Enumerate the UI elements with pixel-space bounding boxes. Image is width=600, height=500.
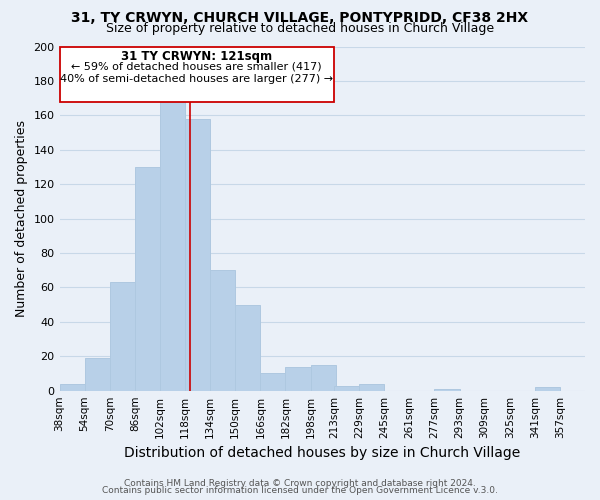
Bar bbox=[260, 374, 286, 390]
Bar bbox=[160, 102, 185, 391]
Bar bbox=[434, 389, 460, 390]
Bar bbox=[235, 304, 260, 390]
Text: Contains HM Land Registry data © Crown copyright and database right 2024.: Contains HM Land Registry data © Crown c… bbox=[124, 478, 476, 488]
Bar bbox=[135, 167, 160, 390]
Text: 40% of semi-detached houses are larger (277) →: 40% of semi-detached houses are larger (… bbox=[60, 74, 334, 84]
FancyBboxPatch shape bbox=[59, 46, 334, 102]
Bar bbox=[535, 387, 560, 390]
Bar bbox=[359, 384, 384, 390]
Text: Size of property relative to detached houses in Church Village: Size of property relative to detached ho… bbox=[106, 22, 494, 35]
Y-axis label: Number of detached properties: Number of detached properties bbox=[15, 120, 28, 317]
Text: 31 TY CRWYN: 121sqm: 31 TY CRWYN: 121sqm bbox=[121, 50, 272, 63]
Bar bbox=[185, 119, 210, 390]
Text: 31, TY CRWYN, CHURCH VILLAGE, PONTYPRIDD, CF38 2HX: 31, TY CRWYN, CHURCH VILLAGE, PONTYPRIDD… bbox=[71, 11, 529, 25]
Bar bbox=[334, 386, 359, 390]
Text: ← 59% of detached houses are smaller (417): ← 59% of detached houses are smaller (41… bbox=[71, 62, 322, 72]
Bar bbox=[286, 366, 311, 390]
Text: Contains public sector information licensed under the Open Government Licence v.: Contains public sector information licen… bbox=[102, 486, 498, 495]
Bar bbox=[59, 384, 85, 390]
Bar bbox=[210, 270, 235, 390]
Bar bbox=[110, 282, 135, 391]
Bar bbox=[85, 358, 110, 390]
Bar bbox=[311, 365, 335, 390]
X-axis label: Distribution of detached houses by size in Church Village: Distribution of detached houses by size … bbox=[124, 446, 520, 460]
